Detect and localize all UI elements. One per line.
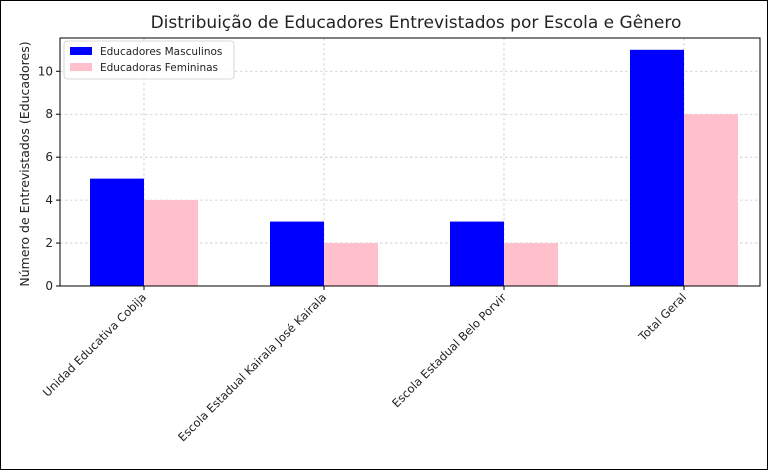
bar-femininas <box>684 114 738 287</box>
x-tick-labels: Unidad Educativa Cobija Escola Estadual K… <box>40 290 689 444</box>
y-tick-label: 2 <box>45 236 53 250</box>
plot-area-border <box>59 37 761 287</box>
legend-label: Educadores Masculinos <box>100 46 222 58</box>
legend: Educadores Masculinos Educadoras Feminina… <box>63 40 235 80</box>
legend-swatch <box>70 47 92 55</box>
y-tick-label: 8 <box>45 107 53 121</box>
bar-masculinos <box>450 221 504 286</box>
bar-femininas <box>324 243 378 286</box>
y-tick-label: 10 <box>38 64 53 78</box>
x-tick-label: Unidad Educativa Cobija <box>40 290 149 399</box>
y-tick-label: 0 <box>45 279 53 293</box>
legend-label: Educadoras Femininas <box>100 62 218 74</box>
y-tick-labels: 0 2 4 6 8 10 <box>38 64 53 293</box>
bar-femininas <box>144 200 198 286</box>
legend-box <box>63 40 235 80</box>
axes <box>56 37 761 290</box>
y-tick-label: 4 <box>45 193 53 207</box>
bar-femininas <box>504 243 558 286</box>
bar-masculinos <box>90 178 144 286</box>
x-tick-label: Escola Estadual Kairala José Kairala <box>175 290 329 444</box>
y-tick-label: 6 <box>45 150 53 164</box>
bars <box>90 49 738 287</box>
chart-title: Distribuição de Educadores Entrevistados… <box>151 13 682 33</box>
legend-swatch <box>70 63 92 71</box>
y-axis-label: Número de Entrevistados (Educadores) <box>17 41 32 286</box>
bar-masculinos <box>270 221 324 286</box>
x-tick-label: Escola Estadual Belo Porvir <box>389 290 509 410</box>
bar-masculinos <box>630 49 684 286</box>
x-tick-label: Total Geral <box>635 290 689 344</box>
